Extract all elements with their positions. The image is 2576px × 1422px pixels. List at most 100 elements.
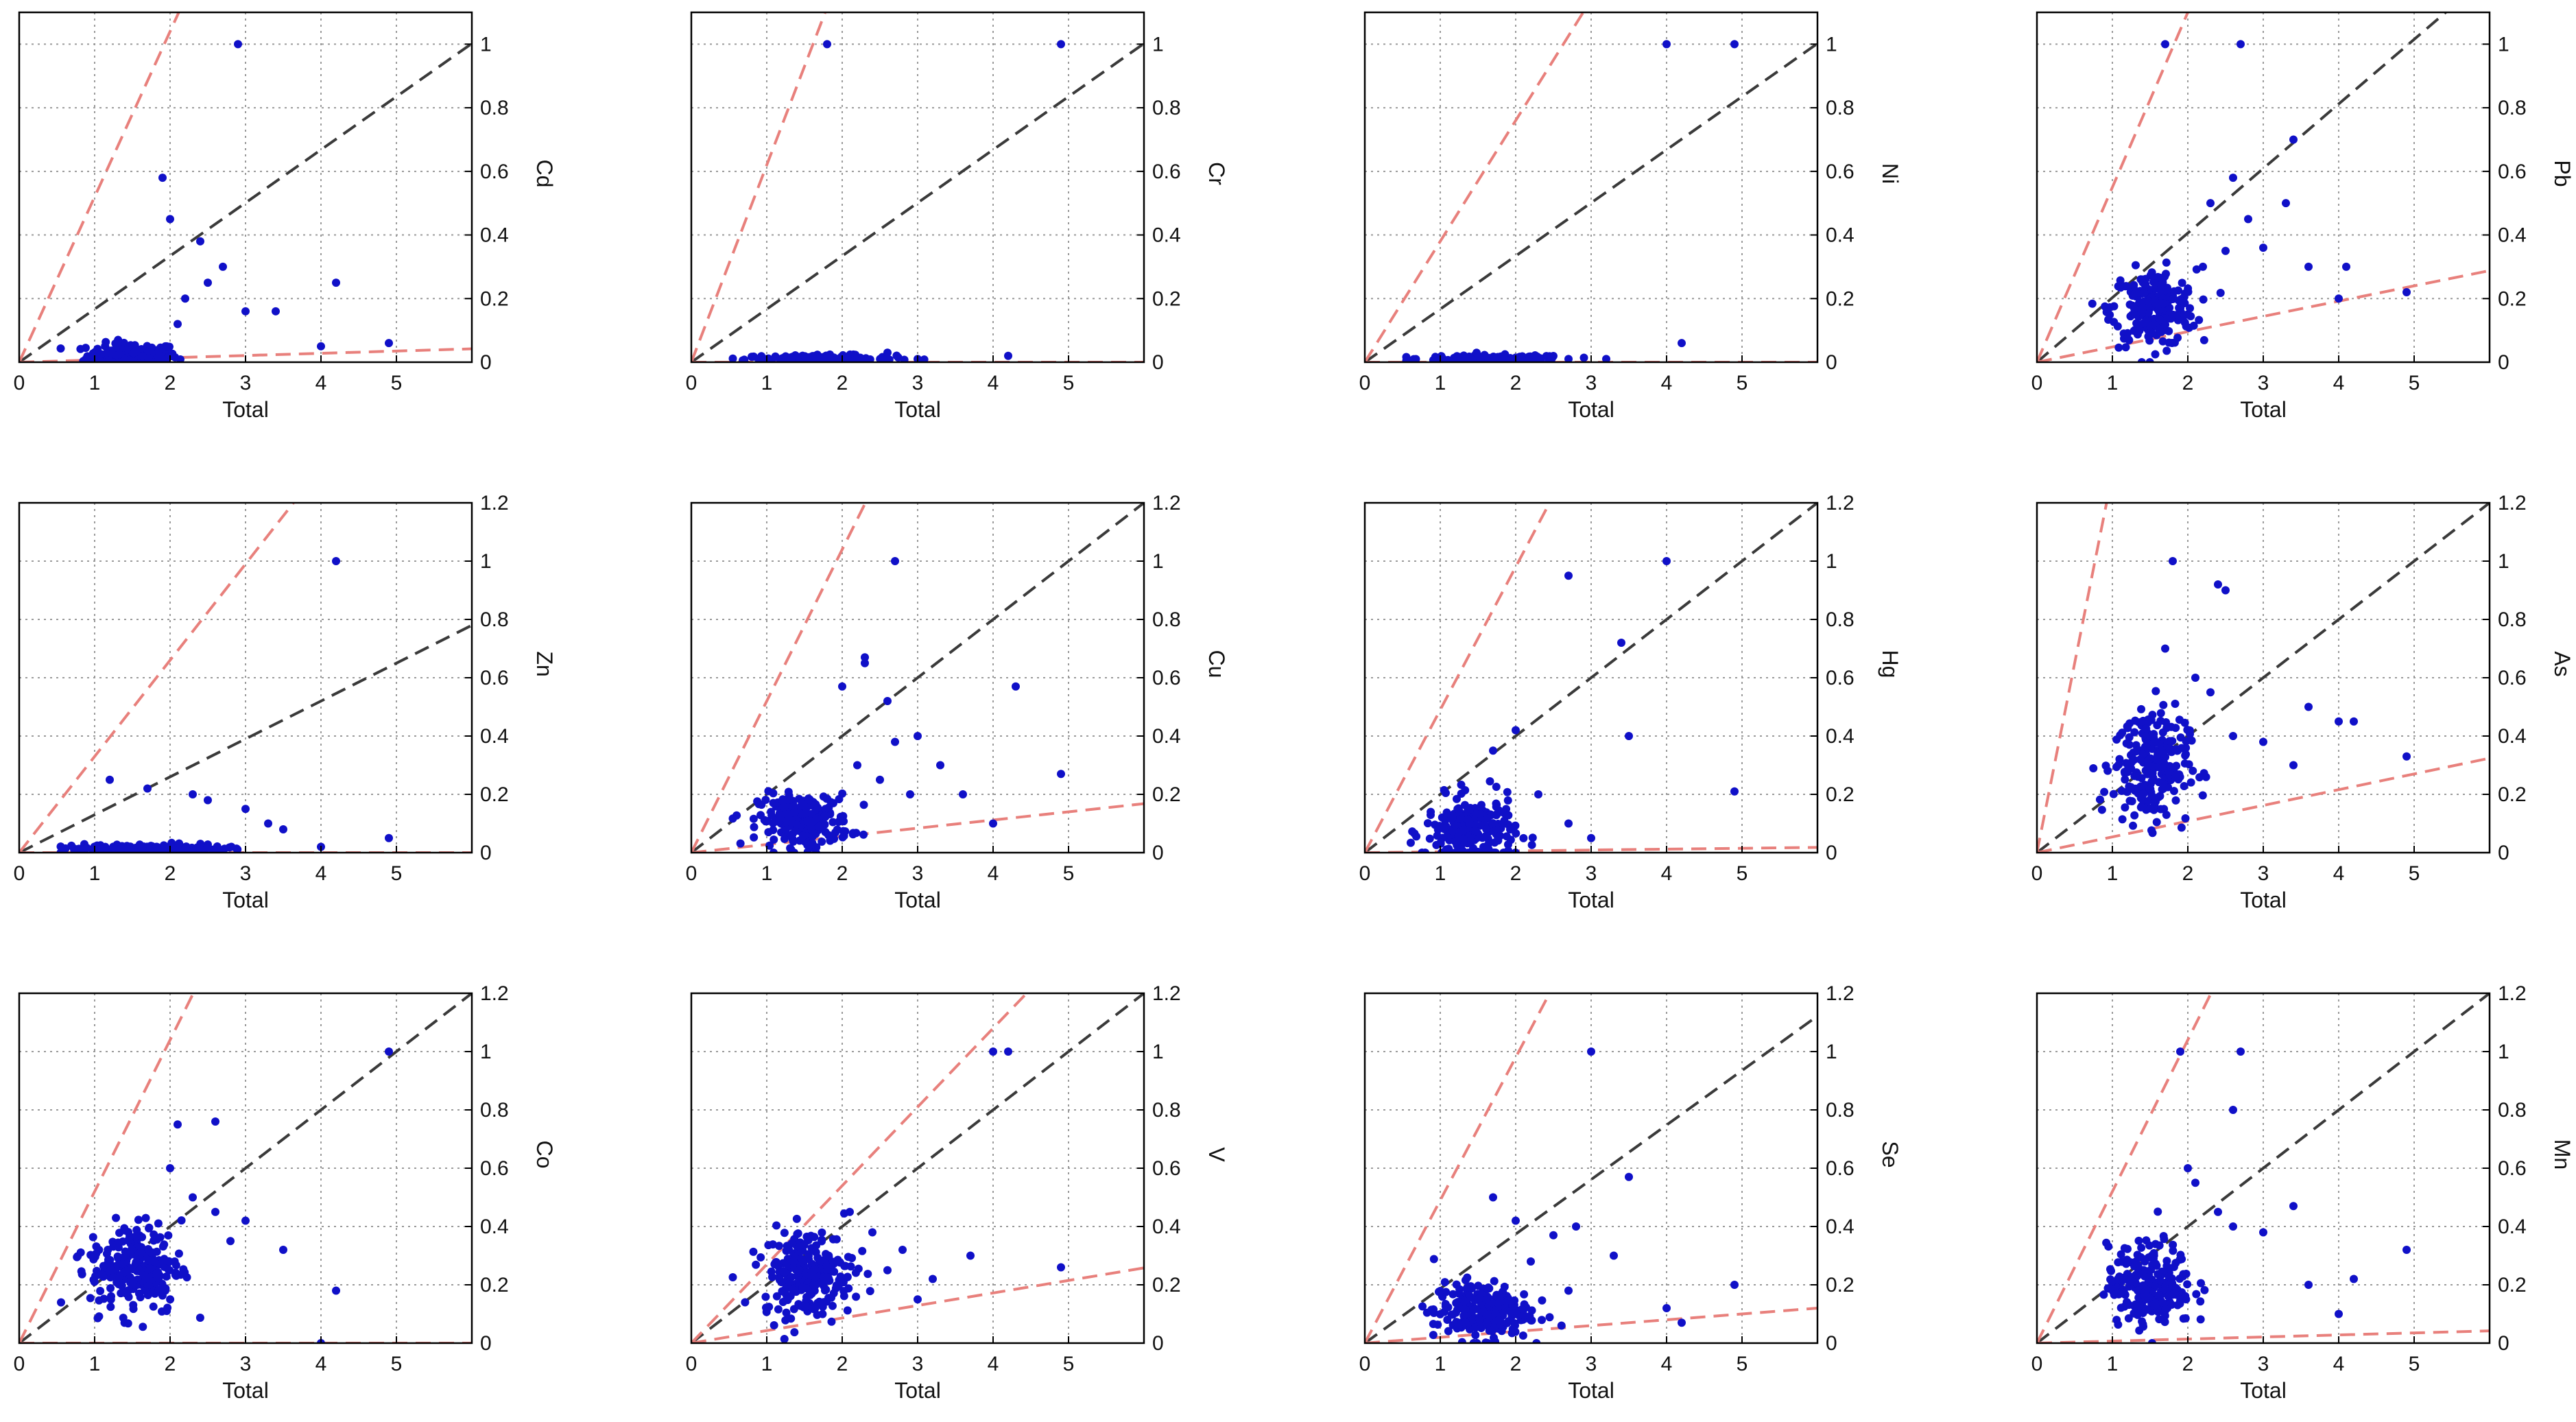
data-point [802, 803, 811, 812]
y-tick-label: 1 [1152, 1041, 1164, 1063]
data-point [2164, 1292, 2173, 1301]
y-tick-label: 0.6 [480, 1157, 509, 1180]
data-point [1441, 816, 1450, 825]
y-tick-label: 0.2 [1152, 783, 1181, 806]
x-tick-label: 3 [912, 862, 924, 885]
data-point [1427, 807, 1435, 816]
data-point [1579, 353, 1588, 362]
data-point [906, 790, 914, 798]
data-point [2182, 322, 2191, 331]
data-point [814, 355, 823, 362]
data-point [2101, 761, 2110, 770]
data-point [736, 839, 745, 848]
data-point [827, 1293, 836, 1302]
data-point [2187, 736, 2196, 745]
data-point [1408, 827, 1417, 836]
data-point [2229, 1106, 2237, 1114]
y-tick-label: 1 [1826, 550, 1837, 573]
data-point [123, 844, 132, 853]
data-point [2164, 338, 2173, 347]
data-point [154, 1268, 163, 1277]
data-point [174, 1249, 183, 1258]
data-point [2088, 299, 2097, 308]
data-point [1425, 834, 1434, 843]
data-point [802, 1232, 811, 1241]
data-point [2335, 1310, 2343, 1318]
data-point [175, 839, 184, 848]
data-point [1477, 1323, 1486, 1332]
data-point [2198, 791, 2207, 800]
data-point [2147, 777, 2156, 786]
reference-line-black [691, 993, 1144, 1343]
x-tick-label: 2 [1510, 372, 1522, 394]
data-point [145, 846, 154, 853]
data-point [966, 1251, 975, 1260]
data-point [2134, 1299, 2143, 1308]
data-point [763, 358, 772, 362]
data-point [868, 1228, 876, 1237]
data-point [2165, 737, 2174, 746]
data-point [2189, 321, 2198, 330]
x-tick-label: 3 [240, 862, 252, 885]
data-point [2229, 732, 2237, 740]
data-point [2152, 818, 2161, 827]
data-point [2159, 784, 2168, 793]
data-point [2143, 767, 2151, 776]
data-point [1527, 1257, 1535, 1266]
data-point [822, 1250, 831, 1259]
x-tick-label: 5 [391, 1353, 403, 1375]
x-tick-label: 5 [1737, 372, 1748, 394]
data-point [810, 1233, 819, 1242]
data-point [2171, 724, 2180, 733]
data-point [1429, 1305, 1438, 1314]
data-point [1444, 1327, 1453, 1336]
data-point [863, 1270, 872, 1279]
reference-line-red-upper [691, 12, 827, 362]
data-point [118, 1259, 127, 1268]
y-tick-label: 0 [1152, 1332, 1164, 1355]
data-point [861, 653, 869, 662]
data-point [2123, 1299, 2132, 1307]
data-point [2155, 325, 2164, 334]
data-point [196, 237, 204, 246]
subplot-co: 0 1 2 3 4 5 0 0.2 0.4 0.6 0.8 1 1.2 Total Co [14, 982, 557, 1403]
data-point [2161, 644, 2169, 653]
data-point [740, 358, 749, 362]
data-point [749, 814, 758, 823]
reference-line-black [2037, 12, 2448, 362]
data-point [2121, 803, 2130, 812]
data-point [2156, 315, 2164, 324]
y-tick-label: 0.8 [2498, 97, 2527, 119]
x-axis-label: Total [1568, 888, 1614, 912]
data-point [1452, 794, 1461, 803]
x-tick-label: 5 [2409, 372, 2420, 394]
data-point [769, 789, 778, 798]
data-point [787, 353, 796, 362]
y-tick-label: 0.6 [1826, 667, 1855, 689]
data-point [750, 833, 759, 842]
data-point [989, 1047, 997, 1056]
x-tick-label: 0 [2031, 862, 2043, 885]
data-point [1057, 40, 1065, 49]
data-point [2109, 790, 2118, 798]
data-point [141, 1213, 150, 1222]
data-point [801, 1301, 810, 1310]
data-point [2142, 316, 2151, 325]
data-point [840, 1261, 849, 1270]
x-tick-label: 2 [2182, 1353, 2194, 1375]
data-point [780, 1268, 789, 1277]
data-point [843, 1306, 852, 1315]
data-point [85, 358, 94, 362]
data-point [145, 1223, 154, 1232]
data-point [898, 1246, 907, 1254]
x-tick-label: 4 [988, 1353, 999, 1375]
data-point [780, 1229, 789, 1237]
data-point [795, 1242, 804, 1251]
y-tick-label: 0 [1152, 842, 1164, 864]
y-tick-label: 0.6 [1152, 161, 1181, 183]
data-point [914, 732, 922, 740]
data-point [2183, 1280, 2192, 1289]
data-point [785, 1278, 794, 1287]
data-point [139, 1323, 147, 1331]
data-point [2153, 1304, 2162, 1313]
